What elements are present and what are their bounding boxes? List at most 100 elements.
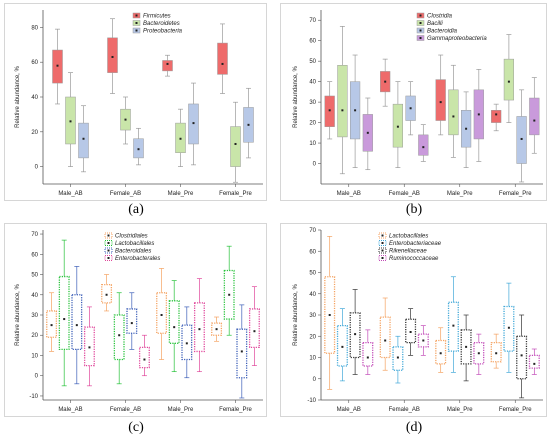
- box-lactobacillales: [58, 275, 70, 351]
- x-category-label: Male_AB: [337, 191, 361, 197]
- legend-swatch-dot: [419, 29, 422, 32]
- y-tick-label: 70: [309, 18, 316, 24]
- median-marker: [221, 62, 224, 65]
- median-marker: [56, 64, 59, 67]
- legend-label: Lactobacillales: [115, 241, 154, 247]
- box-enterobacterales: [83, 326, 95, 367]
- median-marker: [328, 109, 331, 112]
- median-marker: [354, 109, 357, 112]
- legend-swatch-dot: [419, 22, 422, 24]
- y-axis-label: Relative abundance, %: [293, 65, 299, 127]
- box-ruminococcaceae: [417, 333, 429, 348]
- legend-swatch-dot: [135, 22, 138, 24]
- y-tick-label: 70: [309, 228, 316, 234]
- legend-label: Ruminococcaceae: [389, 256, 439, 262]
- box-bacilli: [392, 103, 403, 148]
- median-marker: [75, 324, 78, 327]
- legend-swatch-dot: [107, 242, 110, 244]
- y-tick-label: 0: [313, 377, 317, 383]
- median-marker: [465, 345, 468, 348]
- median-marker: [422, 146, 425, 149]
- box-clostridia: [435, 79, 446, 121]
- legend-label: Clostridia: [427, 14, 453, 20]
- box-enterobacterales: [193, 302, 205, 353]
- y-tick-label: 20: [309, 334, 316, 340]
- median-marker: [439, 101, 442, 104]
- x-category-label: Female_AB: [389, 407, 420, 413]
- y-tick-label: -10: [29, 394, 38, 400]
- median-marker: [520, 354, 523, 357]
- box-enterobacteriaceae: [336, 324, 348, 367]
- box-firmicutes: [107, 37, 118, 73]
- x-category-label: Female_Pre: [499, 191, 532, 197]
- box-enterobacteriaceae: [503, 305, 515, 352]
- median-marker: [366, 356, 369, 359]
- median-marker: [341, 345, 344, 348]
- median-marker: [179, 137, 182, 140]
- box-proteobacteria: [78, 122, 89, 159]
- y-tick-label: 0: [35, 374, 39, 380]
- median-marker: [507, 326, 510, 329]
- median-marker: [396, 356, 399, 359]
- y-tick-label: 30: [31, 313, 38, 319]
- median-marker: [137, 148, 140, 151]
- y-tick-label: 10: [31, 353, 38, 359]
- x-category-label: Female_AB: [110, 191, 141, 197]
- legend-swatch-dot: [419, 14, 422, 17]
- box-plot-c: -10 0 10 20 30 40 50 60 70 Relative abundance, % M…: [15, 230, 263, 413]
- box-enterobacterales: [138, 346, 150, 369]
- x-category-label: Male_AB: [58, 191, 82, 197]
- legend-label: Gammaproteobacteria: [427, 36, 487, 42]
- box-rikenellaceae: [460, 329, 472, 365]
- median-marker: [384, 339, 387, 342]
- box-rikenellaceae: [405, 318, 417, 344]
- y-tick-label: 20: [31, 333, 38, 339]
- box-clostridiales: [101, 283, 113, 304]
- chart-panel-c: -10 0 10 20 30 40 50 60 70 Relative abundance, % M…: [4, 223, 267, 417]
- x-category-label: Female_AB: [389, 191, 420, 197]
- median-marker: [507, 80, 510, 83]
- median-marker: [88, 346, 91, 349]
- median-marker: [396, 125, 399, 128]
- caption-a: (a): [128, 202, 144, 217]
- legend-swatch-dot: [135, 29, 138, 32]
- box-bacteroidales: [181, 324, 193, 361]
- median-marker: [166, 62, 169, 65]
- box-rikenellaceae: [349, 312, 361, 359]
- median-marker: [215, 328, 218, 331]
- box-lactobacillales: [379, 316, 391, 359]
- y-axis-label: Relative abundance, %: [15, 65, 21, 127]
- legend-label: Bacilli: [427, 21, 443, 27]
- y-tick-label: -10: [307, 398, 316, 404]
- chart-panel-b: 0 10 20 30 40 50 60 70 Relative abundance, % Male…: [280, 3, 547, 201]
- median-marker: [198, 328, 201, 331]
- median-marker: [366, 131, 369, 134]
- y-tick-label: 60: [309, 249, 316, 255]
- y-tick-label: 30: [309, 313, 316, 319]
- median-marker: [495, 113, 498, 116]
- box-enterobacteriaceae: [447, 301, 459, 352]
- box-lactobacillales: [168, 300, 180, 344]
- legend-swatch-dot: [107, 249, 110, 252]
- y-tick-label: 0: [35, 165, 39, 171]
- legend-label: Bacteroidales: [115, 249, 151, 255]
- box-bacilli: [448, 89, 459, 136]
- x-category-label: Male_Pre: [168, 407, 194, 413]
- y-tick-label: 40: [31, 293, 38, 299]
- box-rikenellaceae: [516, 335, 528, 380]
- median-marker: [228, 293, 231, 296]
- legend-swatch-dot: [419, 37, 422, 39]
- box-bacteroidales: [126, 308, 138, 334]
- x-category-label: Female_AB: [110, 407, 141, 413]
- legend-label: Enterobacterales: [115, 256, 160, 262]
- median-marker: [69, 120, 72, 123]
- x-category-label: Male_AB: [337, 407, 361, 413]
- y-tick-label: 0: [313, 162, 317, 168]
- median-marker: [63, 318, 66, 321]
- legend-swatch-dot: [381, 249, 384, 252]
- median-marker: [477, 352, 480, 355]
- median-marker: [520, 137, 523, 140]
- box-lactobacillales: [490, 341, 502, 363]
- box-plot-b: 0 10 20 30 40 50 60 70 Relative abundance, % Male…: [293, 10, 543, 197]
- y-tick-label: 70: [31, 232, 38, 238]
